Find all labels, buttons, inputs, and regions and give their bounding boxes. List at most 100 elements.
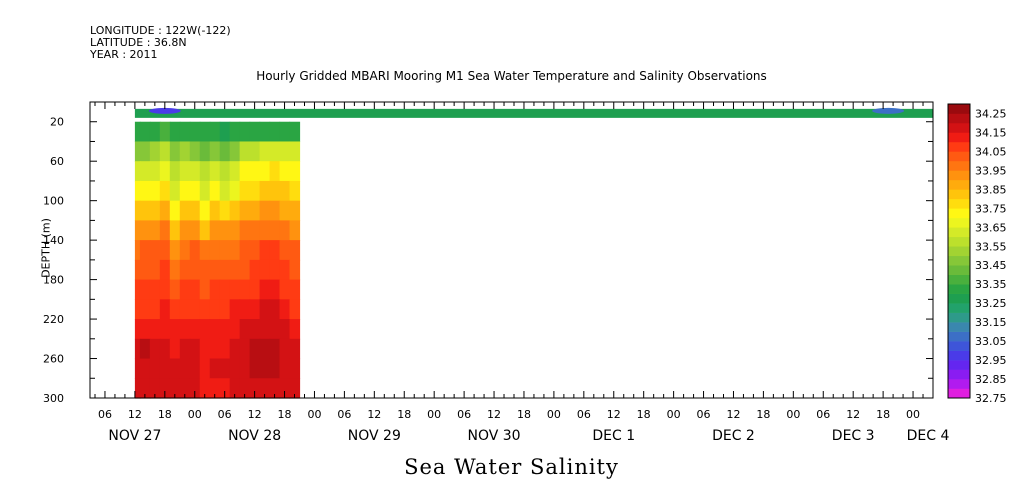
salinity-cell	[239, 319, 251, 340]
salinity-cell	[159, 121, 171, 143]
colorbar-swatch	[948, 227, 970, 238]
salinity-cell	[134, 121, 141, 143]
colorbar-swatch	[948, 217, 970, 228]
salinity-cell	[279, 121, 291, 143]
salinity-cell	[239, 240, 251, 261]
salinity-cell	[149, 121, 161, 143]
salinity-cell	[199, 141, 211, 162]
salinity-cell	[179, 378, 191, 399]
salinity-cell	[209, 299, 221, 320]
salinity-cell	[169, 121, 181, 143]
salinity-cell	[219, 161, 231, 182]
salinity-cell	[229, 259, 241, 281]
colorbar-label: 34.05	[975, 145, 1007, 158]
salinity-cell	[209, 319, 221, 340]
salinity-cell	[219, 180, 231, 202]
salinity-cell	[179, 279, 191, 300]
salinity-cell	[249, 299, 261, 320]
salinity-cell	[259, 180, 271, 202]
y-tick-label: 300	[43, 392, 64, 405]
x-hour-tick-label: 06	[697, 408, 711, 421]
salinity-cell	[159, 141, 171, 162]
salinity-cell	[134, 319, 141, 340]
colorbar-swatch	[948, 170, 970, 181]
salinity-cell	[259, 141, 271, 162]
salinity-cell	[259, 240, 271, 261]
salinity-cell	[189, 180, 201, 202]
salinity-cell	[159, 220, 171, 241]
salinity-cell	[169, 161, 181, 182]
salinity-cell	[269, 220, 281, 241]
colorbar-swatch	[948, 151, 970, 162]
colorbar-swatch	[948, 274, 970, 285]
salinity-cell	[159, 200, 171, 221]
salinity-cell	[159, 240, 171, 261]
salinity-cell	[134, 161, 141, 182]
salinity-cell	[149, 299, 161, 320]
salinity-cell	[134, 378, 141, 399]
salinity-cell	[179, 161, 191, 182]
salinity-cell	[269, 358, 281, 379]
variable-title: Sea Water Salinity	[404, 455, 619, 479]
colorbar-swatch	[948, 104, 970, 114]
colorbar-label: 33.55	[975, 240, 1007, 253]
colorbar-swatch	[948, 331, 970, 342]
x-date-label: NOV 30	[467, 428, 520, 444]
salinity-cell	[189, 378, 201, 399]
colorbar-label: 33.85	[975, 183, 1007, 196]
x-date-label: NOV 27	[108, 428, 161, 444]
salinity-cell	[149, 319, 161, 340]
salinity-cell	[159, 358, 171, 379]
salinity-cell	[219, 259, 231, 281]
salinity-cell	[139, 180, 151, 202]
salinity-cell	[239, 378, 251, 399]
x-hour-tick-label: 18	[756, 408, 770, 421]
salinity-cell	[249, 259, 261, 281]
salinity-cell	[139, 240, 151, 261]
salinity-cell	[229, 299, 241, 320]
salinity-cell	[199, 358, 211, 379]
salinity-cell	[219, 141, 231, 162]
x-hour-tick-label: 12	[487, 408, 501, 421]
salinity-cell	[199, 279, 211, 300]
salinity-cell	[289, 240, 301, 261]
x-hour-tick-label: 00	[906, 408, 920, 421]
colorbar-swatch	[948, 246, 970, 257]
salinity-cell	[259, 161, 271, 182]
y-tick-label: 220	[43, 313, 64, 326]
salinity-cell	[189, 358, 201, 379]
salinity-cell	[179, 200, 191, 221]
salinity-cell	[259, 259, 271, 281]
colorbar-swatch	[948, 360, 970, 370]
x-hour-tick-label: 18	[158, 408, 172, 421]
salinity-cell	[249, 279, 261, 300]
colorbar-label: 33.35	[975, 278, 1007, 291]
salinity-cell	[239, 141, 251, 162]
salinity-cell	[229, 279, 241, 300]
colorbar-label: 33.45	[975, 259, 1007, 272]
chart-title: Hourly Gridded MBARI Mooring M1 Sea Wate…	[256, 69, 767, 83]
salinity-cell	[139, 220, 151, 241]
x-hour-tick-label: 18	[278, 408, 292, 421]
salinity-cell	[149, 141, 161, 162]
salinity-cell	[134, 180, 141, 202]
colorbar-label: 33.95	[975, 164, 1007, 177]
salinity-cell	[259, 299, 271, 320]
salinity-cell	[169, 200, 181, 221]
colorbar-swatch	[948, 208, 970, 219]
salinity-cell	[179, 240, 191, 261]
colorbar-swatch	[948, 122, 970, 133]
colorbar-swatch	[948, 113, 970, 124]
colorbar-label: 33.75	[975, 202, 1007, 215]
salinity-cell	[199, 378, 211, 399]
salinity-cell	[199, 338, 211, 360]
salinity-cell	[149, 161, 161, 182]
y-tick-label: 180	[43, 274, 64, 287]
year-label: YEAR : 2011	[90, 48, 158, 61]
salinity-cell	[269, 200, 281, 221]
salinity-cell	[139, 299, 151, 320]
salinity-cell	[169, 279, 181, 300]
salinity-cell	[139, 141, 151, 162]
x-date-label: DEC 4	[907, 428, 950, 444]
